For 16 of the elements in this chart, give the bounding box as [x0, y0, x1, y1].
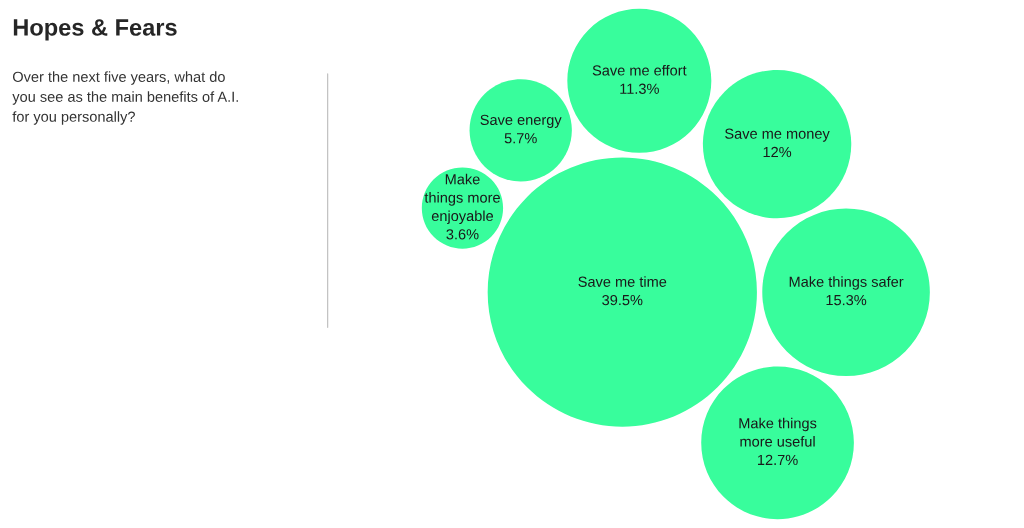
data-label: 3.6%: [446, 229, 479, 240]
category-label: Make things more enjoyable: [424, 173, 500, 224]
text: Hopes & Fears: [13, 19, 177, 41]
category-label: Save me money: [725, 128, 830, 142]
data-label: 12.7%: [758, 454, 798, 466]
category-label: Make things safer: [789, 276, 904, 290]
data-label: 11.3%: [620, 83, 659, 94]
category-label: Make things more useful: [739, 417, 817, 447]
data-label: 15.3%: [826, 294, 867, 306]
text: Over the next five years, what do you see as the main benefits of A.I. for you personally?: [12, 71, 238, 125]
data-label: 12%: [763, 146, 792, 158]
category-label: Save me effort: [592, 64, 687, 76]
data-label: 39.5%: [602, 294, 643, 306]
category-label: Save energy: [480, 114, 562, 128]
category-label: Save me time: [578, 276, 667, 287]
data-label: 5.7%: [504, 133, 537, 144]
